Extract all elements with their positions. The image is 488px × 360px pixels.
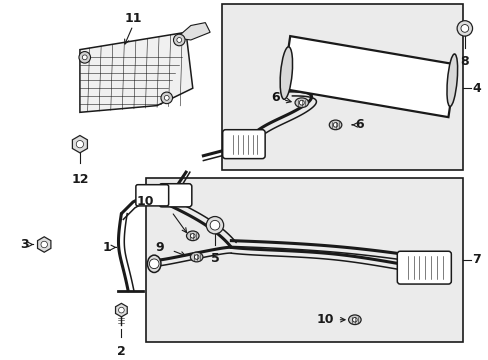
Circle shape (118, 307, 124, 313)
Circle shape (82, 55, 87, 60)
Text: 11: 11 (124, 12, 142, 25)
Circle shape (41, 241, 47, 248)
Text: 8: 8 (460, 55, 468, 68)
Ellipse shape (294, 98, 308, 108)
Circle shape (194, 255, 199, 259)
Ellipse shape (190, 252, 203, 262)
Text: 6: 6 (354, 118, 363, 131)
Polygon shape (72, 135, 87, 153)
FancyBboxPatch shape (396, 251, 450, 284)
Ellipse shape (348, 315, 361, 325)
Ellipse shape (147, 255, 161, 273)
Circle shape (206, 216, 223, 234)
Ellipse shape (328, 120, 341, 130)
Circle shape (210, 220, 219, 230)
Polygon shape (282, 36, 455, 117)
Polygon shape (115, 303, 127, 317)
Ellipse shape (446, 54, 457, 107)
Text: 6: 6 (271, 91, 290, 104)
Text: 12: 12 (71, 173, 88, 186)
Text: 4: 4 (471, 82, 480, 95)
Circle shape (79, 51, 90, 63)
Polygon shape (38, 237, 51, 252)
Circle shape (149, 259, 159, 269)
Circle shape (333, 123, 337, 127)
Text: 10: 10 (315, 313, 333, 326)
Text: 3: 3 (20, 238, 29, 251)
Text: 1: 1 (103, 241, 112, 254)
Text: 5: 5 (210, 252, 219, 265)
FancyBboxPatch shape (136, 185, 168, 206)
Circle shape (76, 140, 83, 148)
Circle shape (299, 100, 304, 105)
Circle shape (456, 21, 471, 36)
Text: 9: 9 (155, 241, 163, 254)
Circle shape (460, 24, 468, 32)
Circle shape (190, 234, 195, 238)
Text: 7: 7 (471, 253, 480, 266)
Circle shape (352, 318, 356, 322)
Circle shape (173, 34, 184, 46)
Circle shape (161, 92, 172, 104)
Text: 10: 10 (137, 195, 154, 208)
Polygon shape (80, 32, 192, 112)
Circle shape (164, 95, 169, 100)
FancyBboxPatch shape (222, 130, 264, 159)
Bar (146, 178, 462, 342)
Ellipse shape (280, 47, 292, 99)
Ellipse shape (186, 231, 199, 240)
Circle shape (177, 37, 182, 42)
Bar (221, 4, 462, 170)
FancyBboxPatch shape (159, 184, 191, 207)
Text: 2: 2 (117, 345, 125, 358)
Polygon shape (176, 23, 210, 40)
